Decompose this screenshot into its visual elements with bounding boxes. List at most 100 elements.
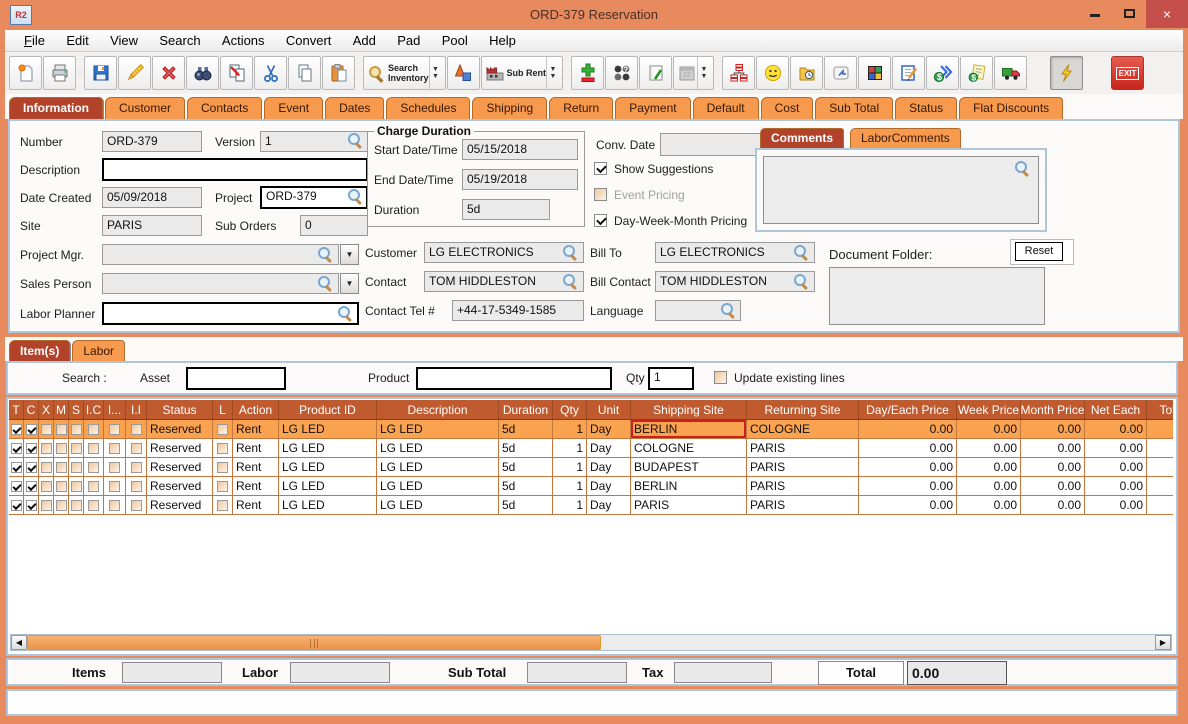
cell-returning-site[interactable]: PARIS	[747, 439, 859, 457]
cell-status[interactable]: Reserved	[147, 420, 213, 438]
cell-action[interactable]: Rent	[233, 496, 279, 514]
quick-action-button[interactable]	[1050, 56, 1084, 90]
components-button[interactable]	[858, 56, 892, 90]
cell-total[interactable]	[1147, 496, 1173, 514]
edit-note-button[interactable]	[892, 56, 926, 90]
save-button[interactable]	[84, 56, 117, 90]
cell-unit[interactable]: Day	[587, 458, 631, 476]
bill-contact-lookup-icon[interactable]	[794, 274, 809, 289]
search-inventory-button[interactable]: Search Inventory ▼ ▼	[363, 56, 446, 90]
tab-labor[interactable]: Labor	[72, 340, 126, 361]
flag-t-checkbox[interactable]	[10, 461, 22, 473]
flag-t-checkbox[interactable]	[10, 480, 22, 492]
start-date-field[interactable]: 05/15/2018	[462, 139, 578, 160]
labor-planner-field[interactable]	[102, 302, 359, 325]
cell-returning-site[interactable]: COLOGNE	[747, 420, 859, 438]
find-button[interactable]	[186, 56, 219, 90]
col-header-duration[interactable]: Duration	[499, 400, 553, 419]
tab-schedules[interactable]: Schedules	[386, 97, 471, 119]
cell-month-price[interactable]: 0.00	[1021, 477, 1085, 495]
close-button[interactable]: ×	[1146, 0, 1188, 28]
flag-ic-checkbox[interactable]	[88, 480, 99, 492]
contact-field[interactable]: TOM HIDDLESTON	[424, 271, 584, 292]
flag-l-checkbox[interactable]	[217, 499, 228, 511]
cell-total[interactable]	[1147, 458, 1173, 476]
flag-s-checkbox[interactable]	[70, 442, 82, 454]
col-header-unit[interactable]: Unit	[587, 400, 631, 419]
bill-contact-field[interactable]: TOM HIDDLESTON	[655, 271, 815, 292]
history-folder-button[interactable]	[790, 56, 824, 90]
contact-lookup-icon[interactable]	[563, 274, 578, 289]
flag-t-checkbox[interactable]	[10, 442, 22, 454]
cell-product-id[interactable]: LG LED	[279, 439, 377, 457]
cell-duration[interactable]: 5d	[499, 496, 553, 514]
scrollbar-thumb[interactable]	[27, 635, 601, 650]
cell-status[interactable]: Reserved	[147, 458, 213, 476]
contact-tel-field[interactable]: +44-17-5349-1585	[452, 300, 584, 321]
add-remove-button[interactable]	[571, 56, 605, 90]
flag-i-checkbox[interactable]	[109, 442, 120, 454]
cell-day-each-price[interactable]: 0.00	[859, 477, 957, 495]
col-header-shipping-site[interactable]: Shipping Site	[631, 400, 747, 419]
cell-week-price[interactable]: 0.00	[957, 420, 1021, 438]
flag-m-checkbox[interactable]	[55, 442, 67, 454]
maximize-button[interactable]	[1112, 0, 1146, 28]
cell-product-id[interactable]: LG LED	[279, 496, 377, 514]
number-field[interactable]: ORD-379	[102, 131, 202, 152]
tab-items[interactable]: Item(s)	[9, 340, 71, 361]
table-row[interactable]: Reserved Rent LG LED LG LED 5d 1 Day BER…	[9, 477, 1173, 496]
tab-payment[interactable]: Payment	[615, 97, 691, 119]
flag-ii-checkbox[interactable]	[130, 442, 142, 454]
scroll-left-icon[interactable]: ◀	[11, 635, 27, 650]
cell-unit[interactable]: Day	[587, 439, 631, 457]
tab-sub-total[interactable]: Sub Total	[815, 97, 894, 119]
col-header-l[interactable]: L	[213, 400, 233, 419]
tab-customer[interactable]: Customer	[105, 97, 186, 119]
smiley-button[interactable]	[756, 56, 790, 90]
flag-s-checkbox[interactable]	[70, 499, 82, 511]
flag-ii-checkbox[interactable]	[130, 461, 142, 473]
project-mgr-field[interactable]	[102, 244, 339, 265]
cell-total[interactable]	[1147, 477, 1173, 495]
sales-person-dropdown[interactable]: ▼	[340, 273, 359, 294]
project-lookup-icon[interactable]	[348, 189, 363, 204]
pool-availability-button[interactable]: ?	[605, 56, 639, 90]
flag-c-checkbox[interactable]	[25, 461, 37, 473]
cell-qty[interactable]: 1	[553, 496, 587, 514]
flag-x-checkbox[interactable]	[40, 499, 52, 511]
col-header-product-id[interactable]: Product ID	[279, 400, 377, 419]
cell-week-price[interactable]: 0.00	[957, 439, 1021, 457]
exit-button[interactable]: EXIT	[1111, 56, 1145, 90]
col-header-s[interactable]: S	[69, 400, 84, 419]
product-input[interactable]	[416, 367, 612, 390]
flag-x-checkbox[interactable]	[40, 423, 52, 435]
shortcut-key-button[interactable]	[824, 56, 858, 90]
cell-returning-site[interactable]: PARIS	[747, 496, 859, 514]
reset-button[interactable]: Reset	[1015, 242, 1063, 261]
flag-x-checkbox[interactable]	[40, 442, 52, 454]
cell-qty[interactable]: 1	[553, 458, 587, 476]
col-header-action[interactable]: Action	[233, 400, 279, 419]
cell-month-price[interactable]: 0.00	[1021, 420, 1085, 438]
sub-rent-button[interactable]: Sub Rent ▼ ▼	[480, 56, 564, 90]
flag-ic-checkbox[interactable]	[88, 499, 99, 511]
delivery-button[interactable]	[994, 56, 1028, 90]
menu-pad[interactable]: Pad	[397, 33, 421, 48]
tab-cost[interactable]: Cost	[760, 97, 814, 119]
delete-button[interactable]	[152, 56, 185, 90]
edit-button[interactable]	[118, 56, 151, 90]
send-invoice-button[interactable]: $	[926, 56, 960, 90]
cell-net-each[interactable]: 0.00	[1085, 477, 1147, 495]
cell-duration[interactable]: 5d	[499, 458, 553, 476]
flag-t-checkbox[interactable]	[10, 423, 22, 435]
col-header-returning-site[interactable]: Returning Site	[747, 400, 859, 419]
cell-action[interactable]: Rent	[233, 477, 279, 495]
cell-day-each-price[interactable]: 0.00	[859, 496, 957, 514]
cell-day-each-price[interactable]: 0.00	[859, 420, 957, 438]
date-created-field[interactable]: 05/09/2018	[102, 187, 202, 208]
site-field[interactable]: PARIS	[102, 215, 202, 236]
cell-returning-site[interactable]: PARIS	[747, 458, 859, 476]
cell-shipping-site[interactable]: PARIS	[631, 496, 747, 514]
cell-description[interactable]: LG LED	[377, 496, 499, 514]
cell-product-id[interactable]: LG LED	[279, 477, 377, 495]
